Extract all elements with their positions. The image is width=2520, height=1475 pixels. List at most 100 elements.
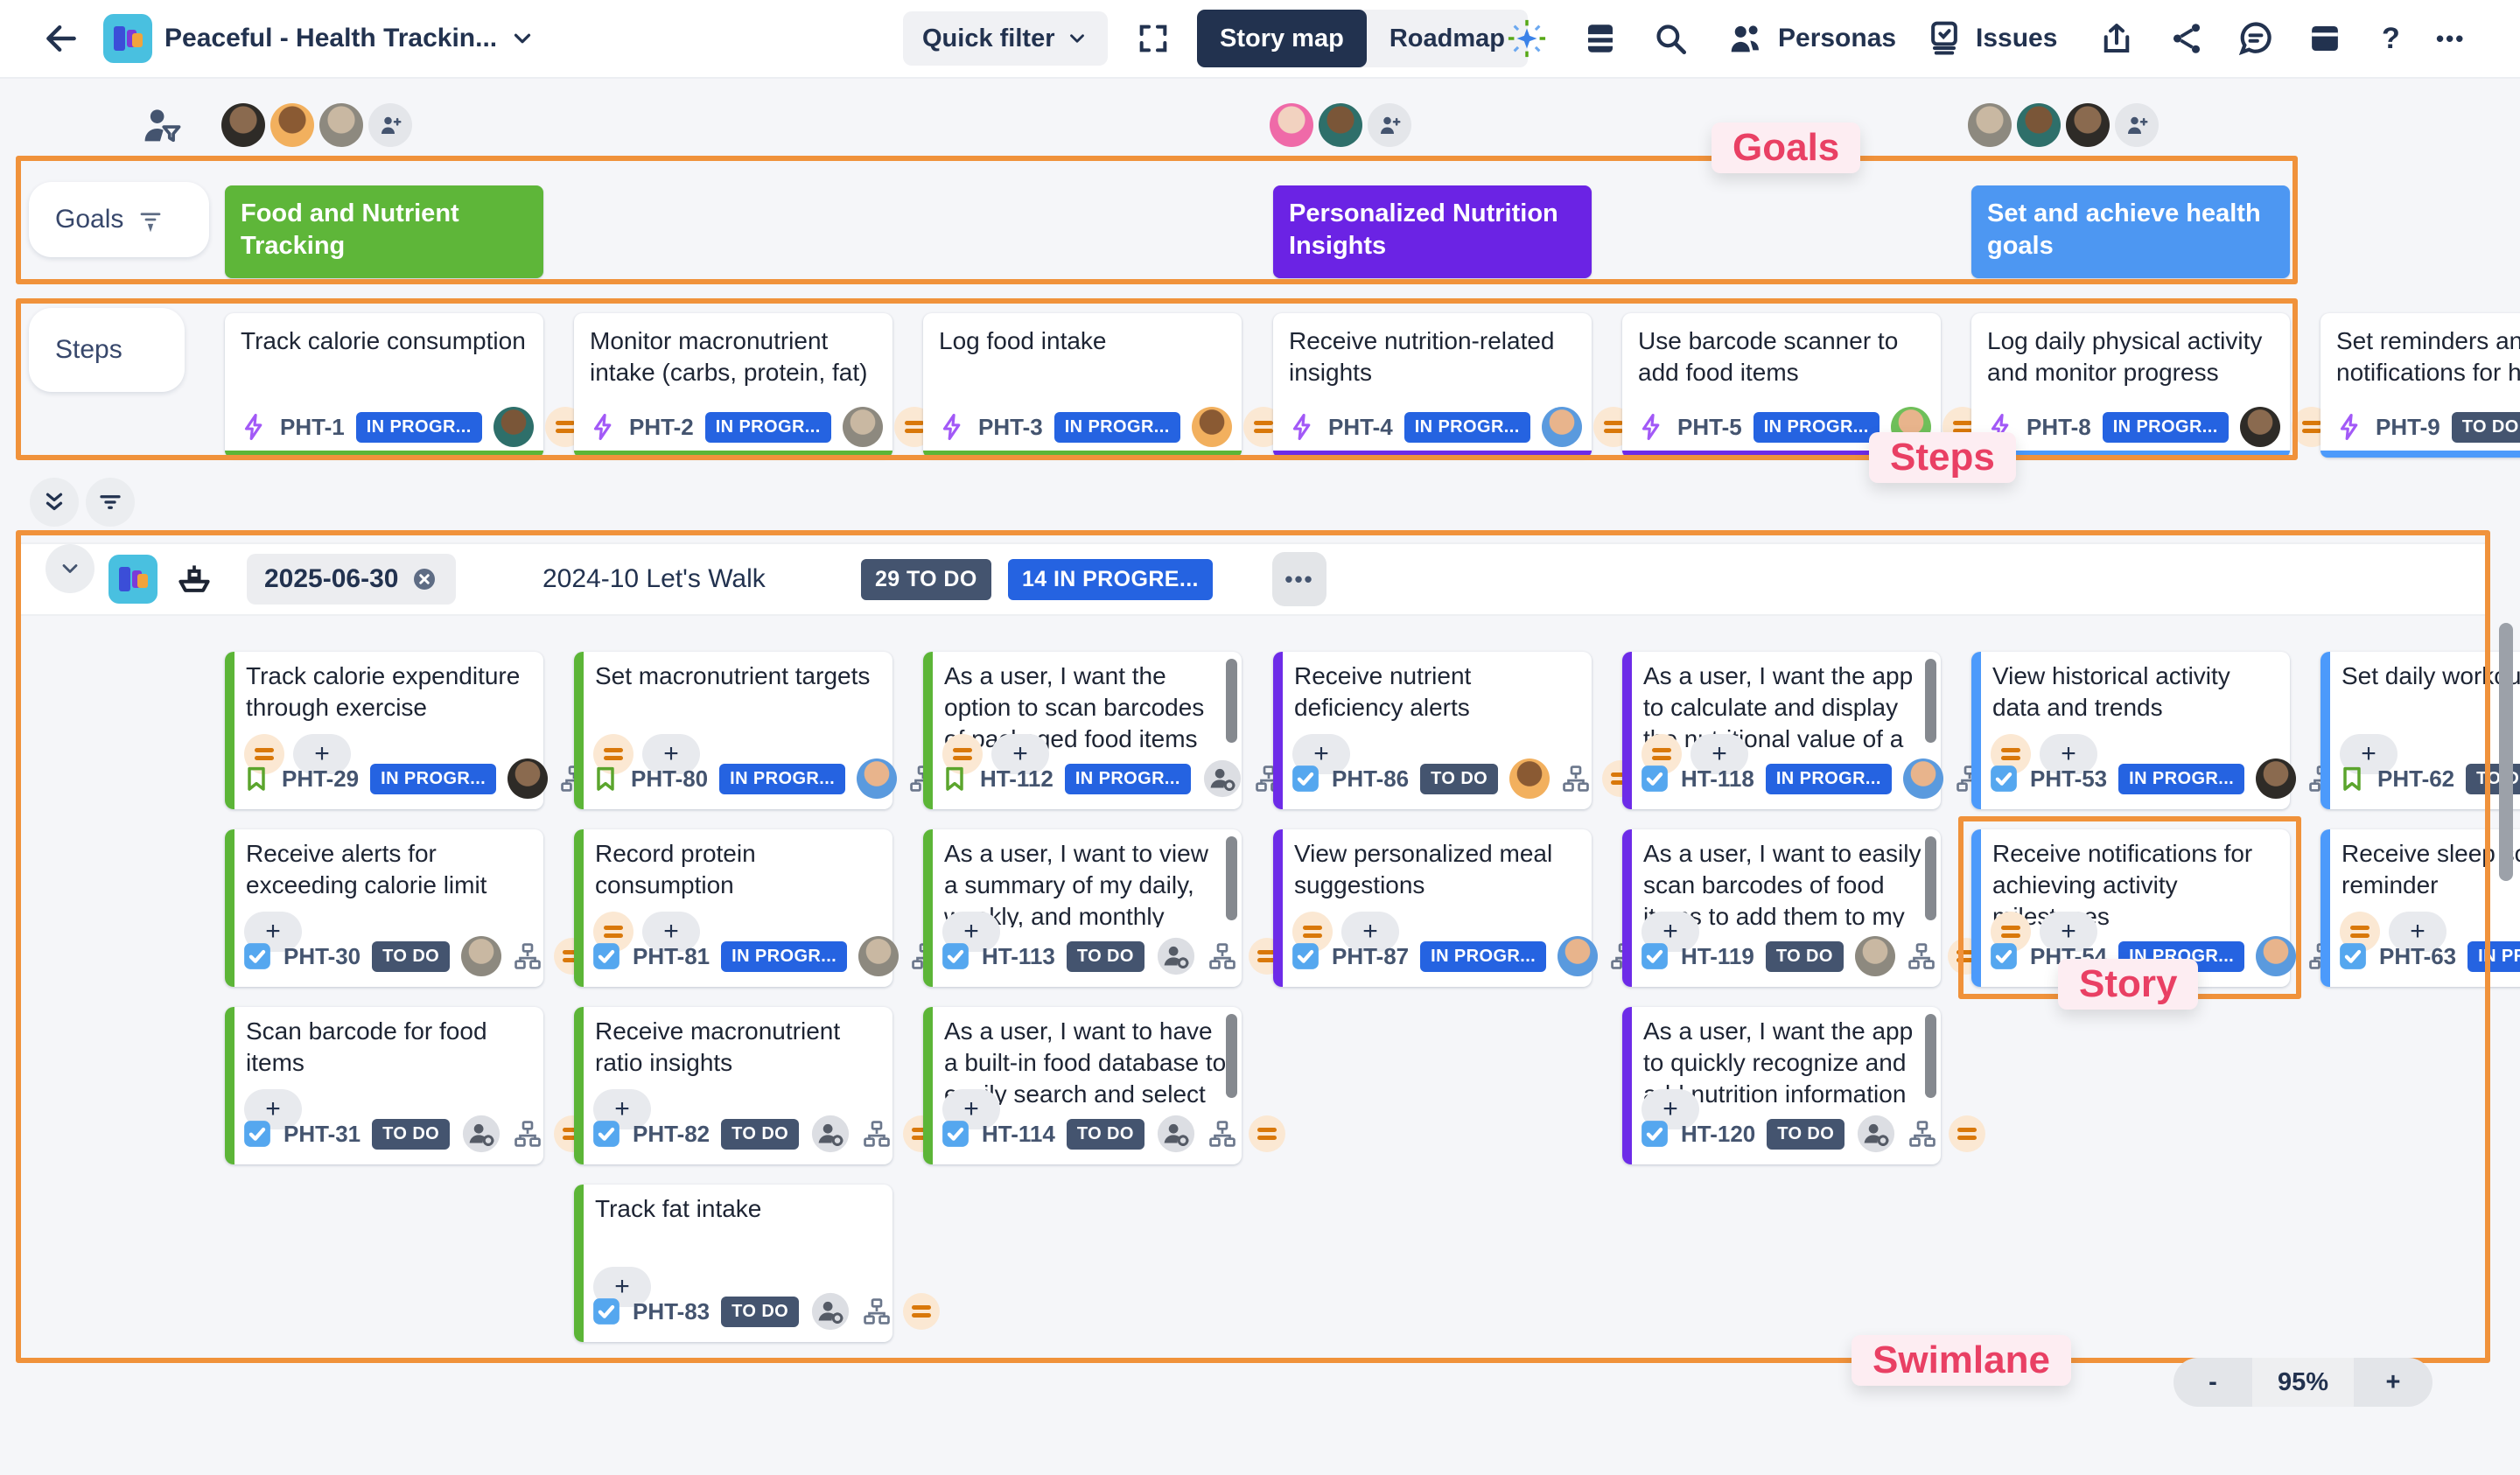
unassigned-icon[interactable]: [461, 1114, 501, 1154]
story-card[interactable]: Record protein consumption + PHT-81 IN PROG…: [574, 829, 938, 987]
avatar[interactable]: [1968, 103, 2012, 147]
more-button[interactable]: •••: [2436, 24, 2466, 52]
status-badge[interactable]: IN PROGR...: [2118, 763, 2245, 794]
status-badge[interactable]: IN PROGR...: [704, 411, 831, 443]
avatar[interactable]: [2066, 103, 2110, 147]
steps-row-pill[interactable]: Steps: [29, 308, 185, 392]
story-card[interactable]: Receive alerts for exceeding calorie lim…: [225, 829, 592, 987]
status-badge[interactable]: TO DO: [1066, 1118, 1144, 1150]
status-badge[interactable]: IN PROGR...: [1054, 411, 1180, 443]
status-badge[interactable]: TO DO: [721, 1118, 800, 1150]
unassigned-icon[interactable]: [1156, 1114, 1196, 1154]
step-card[interactable]: Set reminders and notifications for he PH…: [2320, 313, 2520, 458]
status-badge[interactable]: TO DO: [1767, 1118, 1845, 1150]
avatar[interactable]: [1270, 103, 1313, 147]
status-badge[interactable]: IN PROGR...: [355, 411, 482, 443]
story-card[interactable]: As a user, I want to view a summary of m…: [923, 829, 1285, 987]
status-badge[interactable]: TO DO: [2451, 411, 2520, 443]
add-person-button[interactable]: [2115, 103, 2159, 147]
story-card[interactable]: View historical activity data and trends…: [1971, 652, 2335, 809]
goals-row-pill[interactable]: Goals: [29, 182, 209, 257]
status-badge[interactable]: TO DO: [1066, 940, 1144, 972]
story-card[interactable]: As a user, I want to easily scan barcode…: [1622, 829, 1984, 987]
share-button[interactable]: [2168, 0, 2205, 77]
story-card[interactable]: Scan barcode for food items + PHT-31 TO DO: [225, 1007, 592, 1164]
add-subtask-button[interactable]: +: [991, 734, 1049, 774]
issues-button[interactable]: Issues: [1925, 0, 2057, 77]
status-badge[interactable]: TO DO: [372, 1118, 451, 1150]
project-switcher[interactable]: Peaceful - Health Trackin...: [103, 0, 536, 77]
status-badge[interactable]: IN PROGR...: [1064, 763, 1191, 794]
status-badge[interactable]: IN PROGR...: [370, 763, 497, 794]
x-circle-icon[interactable]: [410, 565, 438, 593]
add-subtask-button[interactable]: +: [293, 734, 351, 774]
step-card[interactable]: Log daily physical activity and monitor …: [1971, 313, 2332, 458]
status-badge[interactable]: TO DO: [372, 940, 451, 972]
step-card[interactable]: Monitor macronutrient intake (carbs, pro…: [574, 313, 934, 458]
card-scrollbar-thumb[interactable]: [1226, 659, 1237, 743]
card-layout-button[interactable]: [2306, 0, 2343, 77]
quick-filter-dropdown[interactable]: Quick filter: [903, 0, 1108, 77]
zoom-out-button[interactable]: -: [2174, 1358, 2252, 1407]
avatar[interactable]: [2017, 103, 2061, 147]
add-subtask-button[interactable]: +: [642, 734, 700, 774]
avatar[interactable]: [1191, 407, 1232, 447]
story-card[interactable]: As a user, I want the option to scan bar…: [923, 652, 1282, 809]
story-card[interactable]: Receive nutrient deficiency alerts + PHT-8…: [1273, 652, 1640, 809]
swimlane-more-button[interactable]: •••: [1272, 544, 1326, 614]
status-badge[interactable]: IN PROGR...: [1765, 763, 1892, 794]
unassigned-icon[interactable]: [1156, 936, 1196, 976]
story-card[interactable]: Receive macronutrient ratio insights + PHT…: [574, 1007, 941, 1164]
story-card[interactable]: Track fat intake + PHT-83 TO DO: [574, 1185, 941, 1342]
add-subtask-button[interactable]: +: [593, 1267, 651, 1307]
search-button[interactable]: [1652, 0, 1689, 77]
zoom-in-button[interactable]: +: [2354, 1358, 2432, 1407]
priority-medium-icon[interactable]: [903, 1293, 941, 1330]
add-subtask-button[interactable]: +: [2040, 912, 2097, 952]
add-subtask-button[interactable]: +: [642, 912, 700, 952]
priority-medium-icon[interactable]: [1248, 1115, 1285, 1152]
avatar[interactable]: [842, 407, 883, 447]
back-button[interactable]: [42, 0, 80, 77]
status-badge[interactable]: TO DO: [721, 1296, 800, 1327]
unassigned-icon[interactable]: [1856, 1114, 1896, 1154]
status-badge[interactable]: IN PROGR...: [1420, 940, 1547, 972]
add-subtask-button[interactable]: +: [2040, 734, 2097, 774]
status-badge[interactable]: TO DO: [1765, 940, 1844, 972]
assignee-filter-button[interactable]: [138, 103, 184, 149]
add-subtask-button[interactable]: +: [1341, 912, 1399, 952]
goal-card[interactable]: Set and achieve health goals: [1971, 185, 2290, 278]
add-subtask-button[interactable]: +: [1690, 734, 1748, 774]
story-card[interactable]: Receive sleep schedule reminder +PHT-63 IN…: [2320, 829, 2520, 987]
fullscreen-button[interactable]: [1136, 0, 1171, 77]
add-subtask-button[interactable]: +: [2389, 912, 2446, 952]
priority-medium-icon[interactable]: [1949, 1115, 1986, 1152]
step-card[interactable]: Track calorie consumption PHT-1 IN PROGR..…: [225, 313, 585, 458]
status-badge[interactable]: IN PROGR...: [1404, 411, 1530, 443]
avatar[interactable]: [1319, 103, 1362, 147]
help-button[interactable]: ?: [2382, 21, 2400, 55]
avatar[interactable]: [221, 103, 265, 147]
status-badge[interactable]: IN PROGR...: [2102, 411, 2229, 443]
goal-card[interactable]: Food and Nutrient Tracking: [225, 185, 543, 278]
personas-button[interactable]: Personas: [1726, 0, 1896, 77]
avatar[interactable]: [493, 407, 534, 447]
ai-button[interactable]: [1507, 0, 1547, 77]
avatar[interactable]: [1541, 407, 1582, 447]
story-card[interactable]: Track calorie expenditure through exerci…: [225, 652, 587, 809]
story-card[interactable]: As a user, I want the app to calculate a…: [1622, 652, 1983, 809]
card-scrollbar-thumb[interactable]: [1925, 1014, 1936, 1098]
story-card[interactable]: Set macronutrient targets + PHT-80 IN PROGR…: [574, 652, 936, 809]
add-subtask-button[interactable]: +: [942, 1089, 1000, 1129]
export-button[interactable]: [2098, 0, 2135, 77]
story-card[interactable]: As a user, I want the app to quickly rec…: [1622, 1007, 1986, 1164]
card-scrollbar-thumb[interactable]: [1226, 1014, 1237, 1098]
add-subtask-button[interactable]: +: [2340, 734, 2398, 774]
status-badge[interactable]: IN PROGR...: [2468, 940, 2520, 972]
unassigned-icon[interactable]: [810, 1114, 850, 1154]
step-card[interactable]: Receive nutrition-related insights PHT-4 I…: [1273, 313, 1634, 458]
story-card[interactable]: As a user, I want to have a built-in foo…: [923, 1007, 1285, 1164]
avatar[interactable]: [270, 103, 314, 147]
add-subtask-button[interactable]: +: [1292, 734, 1350, 774]
